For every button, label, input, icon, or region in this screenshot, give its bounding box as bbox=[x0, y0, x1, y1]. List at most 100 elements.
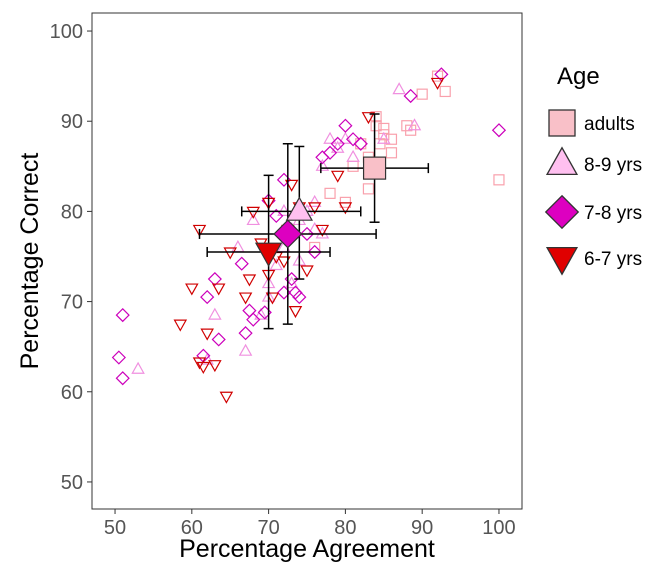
data-point bbox=[185, 283, 199, 296]
data-point bbox=[111, 350, 126, 365]
data-point bbox=[434, 67, 449, 82]
data-point bbox=[439, 85, 451, 98]
data-point bbox=[491, 123, 507, 138]
data-point bbox=[288, 306, 303, 319]
y-tick-label: 100 bbox=[50, 21, 83, 43]
y-tick-label: 90 bbox=[61, 111, 83, 133]
data-point bbox=[292, 289, 307, 305]
data-point bbox=[196, 361, 211, 374]
data-point bbox=[324, 187, 336, 199]
data-point bbox=[242, 274, 257, 287]
x-tick-label: 50 bbox=[104, 517, 126, 539]
data-point bbox=[315, 224, 330, 237]
data-point bbox=[307, 194, 322, 207]
group-means bbox=[254, 156, 387, 267]
mean-marker bbox=[254, 242, 283, 267]
data-point bbox=[392, 82, 406, 95]
y-tick-label: 50 bbox=[61, 472, 83, 494]
data-point bbox=[192, 224, 207, 237]
mean-marker bbox=[273, 219, 303, 249]
legend-key bbox=[544, 194, 580, 230]
data-point bbox=[223, 247, 237, 260]
y-tick-label: 80 bbox=[61, 201, 83, 223]
data-point bbox=[307, 244, 322, 260]
x-tick-label: 80 bbox=[334, 517, 356, 539]
plot-panel bbox=[91, 12, 523, 510]
data-point bbox=[277, 256, 291, 269]
x-tick-label: 100 bbox=[482, 517, 515, 539]
data-point bbox=[238, 326, 253, 341]
data-point bbox=[277, 203, 291, 216]
data-point bbox=[211, 283, 226, 296]
data-point bbox=[208, 307, 222, 320]
x-axis: 50 60 70 80 90 100 bbox=[104, 509, 516, 539]
data-point bbox=[315, 158, 330, 171]
data-point bbox=[200, 328, 214, 341]
x-axis-title: Percentage Agreement bbox=[179, 535, 435, 563]
data-point bbox=[238, 343, 253, 356]
data-point bbox=[362, 183, 375, 195]
legend-label: 7-8 yrs bbox=[584, 203, 642, 224]
data-point bbox=[416, 88, 428, 100]
data-point bbox=[370, 120, 382, 132]
x-tick-label: 60 bbox=[181, 517, 203, 539]
data-point bbox=[338, 202, 353, 215]
data-point bbox=[254, 307, 268, 320]
x-tick-label: 90 bbox=[411, 517, 433, 539]
data-point bbox=[353, 136, 368, 151]
data-point bbox=[219, 391, 234, 404]
data-point bbox=[192, 357, 207, 370]
data-point bbox=[211, 332, 226, 347]
data-point bbox=[403, 88, 418, 104]
data-point bbox=[269, 258, 284, 271]
data-point bbox=[330, 170, 345, 183]
data-point bbox=[322, 145, 338, 160]
data-point bbox=[246, 206, 261, 219]
legend-label: 6-7 yrs bbox=[584, 249, 642, 270]
data-point bbox=[300, 265, 314, 278]
data-point bbox=[284, 179, 299, 192]
y-tick-label: 60 bbox=[61, 382, 83, 404]
x-tick-label: 70 bbox=[257, 517, 279, 539]
data-point bbox=[299, 226, 315, 242]
data-point bbox=[330, 136, 345, 151]
data-point bbox=[323, 131, 337, 144]
data-point bbox=[370, 111, 382, 123]
mean-marker bbox=[285, 196, 313, 221]
legend: Age adults 8-9 yrs 7-8 yrs 6-7 yrs bbox=[544, 63, 642, 276]
data-point bbox=[430, 77, 445, 90]
mean-marker bbox=[362, 156, 387, 180]
legend-label: 8-9 yrs bbox=[584, 155, 642, 176]
data-point bbox=[407, 118, 422, 131]
y-axis-title: Percentage Correct bbox=[16, 153, 44, 370]
data-point bbox=[200, 289, 215, 305]
data-point bbox=[208, 360, 222, 373]
data-point bbox=[173, 319, 188, 332]
data-point bbox=[361, 112, 376, 125]
data-point bbox=[377, 131, 391, 144]
y-axis: 50 60 70 80 90 100 bbox=[50, 21, 92, 494]
data-point bbox=[115, 308, 130, 323]
legend-title: Age bbox=[557, 63, 600, 90]
data-point bbox=[131, 361, 145, 374]
data-point bbox=[346, 149, 360, 162]
data-point bbox=[493, 174, 505, 186]
data-point bbox=[234, 256, 249, 271]
data-point bbox=[338, 118, 353, 133]
data-point bbox=[355, 138, 367, 150]
data-point bbox=[246, 312, 261, 327]
data-point bbox=[265, 292, 280, 305]
data-point bbox=[385, 133, 398, 145]
data-point bbox=[115, 371, 130, 386]
data-point bbox=[345, 132, 361, 147]
data-point bbox=[207, 271, 222, 287]
legend-label: adults bbox=[584, 114, 635, 135]
data-point bbox=[246, 212, 261, 226]
y-tick-label: 70 bbox=[61, 292, 83, 314]
data-point bbox=[307, 202, 322, 215]
legend-key bbox=[545, 146, 579, 176]
data-point bbox=[269, 208, 284, 224]
legend-key bbox=[545, 246, 579, 276]
data-point bbox=[385, 147, 398, 159]
legend-key bbox=[548, 109, 576, 137]
